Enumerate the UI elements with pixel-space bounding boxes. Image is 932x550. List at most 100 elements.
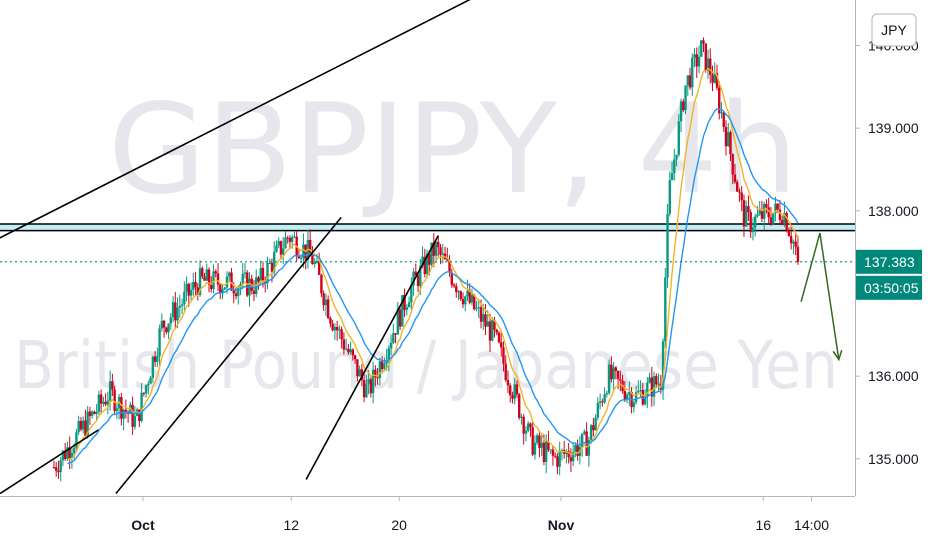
candle-body xyxy=(504,363,507,381)
candle-body xyxy=(771,213,775,224)
candle-body xyxy=(398,309,402,327)
candle-body xyxy=(293,236,296,238)
candle-body xyxy=(774,203,777,214)
candle-body xyxy=(589,425,593,441)
candle-body xyxy=(277,241,280,246)
candle-body xyxy=(340,329,343,340)
currency-badge[interactable]: JPY xyxy=(871,13,917,47)
candle-body xyxy=(198,268,202,296)
candle-body xyxy=(646,382,649,397)
time-tick-label: 16 xyxy=(756,517,772,533)
candle-body xyxy=(778,209,782,220)
candle-body xyxy=(789,236,793,244)
candle-body xyxy=(286,237,289,239)
candle-body xyxy=(697,56,701,67)
time-axis[interactable]: Oct 12 20 Nov 16 14:00 xyxy=(0,496,932,550)
candle-body xyxy=(75,432,78,449)
candle-body xyxy=(682,101,685,111)
candle-body xyxy=(232,290,235,294)
candle-body xyxy=(270,262,274,272)
candle-body xyxy=(243,272,247,274)
candle-body xyxy=(54,467,58,471)
candle-body xyxy=(661,341,665,390)
candle-body xyxy=(767,207,770,218)
candle-body xyxy=(668,180,671,214)
trend-line[interactable] xyxy=(305,235,439,480)
candle-body xyxy=(72,448,76,453)
candle-body xyxy=(502,347,505,364)
candle-body xyxy=(551,449,555,456)
candle-body xyxy=(203,276,206,281)
candle-body xyxy=(160,320,164,329)
candle-body xyxy=(709,58,712,75)
candle-body xyxy=(713,73,716,83)
candle-body xyxy=(655,376,658,385)
candle-body xyxy=(594,417,597,431)
candle-body xyxy=(261,267,265,281)
candle-body xyxy=(387,348,391,361)
last-price-tag[interactable] xyxy=(856,249,922,274)
candle-body xyxy=(180,304,184,306)
candle-body xyxy=(90,411,94,416)
drawing-tools[interactable] xyxy=(0,0,843,495)
candle-body xyxy=(769,217,773,224)
trend-line[interactable] xyxy=(115,216,342,495)
candle-body xyxy=(601,401,604,403)
candle-body xyxy=(297,256,301,259)
candle-body xyxy=(158,328,161,357)
candle-body xyxy=(506,380,510,386)
candle-body xyxy=(688,75,692,88)
candle-body xyxy=(299,257,303,259)
price-axis[interactable]: 140.000139.000138.000136.000135.000137.3… xyxy=(855,0,932,496)
candle-body xyxy=(205,269,208,281)
candle-body xyxy=(140,392,143,421)
candle-body xyxy=(574,445,577,453)
candle-body xyxy=(524,430,528,434)
candle-body xyxy=(374,369,377,378)
candle-body xyxy=(392,333,395,343)
moving-average-fast xyxy=(67,67,799,461)
candle-body xyxy=(371,369,375,394)
candle-body xyxy=(596,402,600,418)
candle-body xyxy=(547,441,550,450)
candle-body xyxy=(529,423,532,428)
countdown-label: 03:50:05 xyxy=(864,280,919,296)
candle-body xyxy=(794,241,797,247)
candle-body xyxy=(515,384,519,395)
candle-body xyxy=(165,327,168,333)
candle-body xyxy=(421,256,424,266)
candle-body xyxy=(115,408,119,412)
candle-body xyxy=(607,364,611,394)
candle-body xyxy=(333,327,337,331)
trend-line[interactable] xyxy=(0,0,510,241)
candle-body xyxy=(544,441,548,462)
candle-body xyxy=(446,259,449,261)
candle-body xyxy=(468,290,471,303)
candle-body xyxy=(59,460,62,473)
candle-body xyxy=(344,348,348,350)
candle-body xyxy=(153,356,157,362)
candle-body xyxy=(776,203,779,210)
trend-line[interactable] xyxy=(0,429,99,495)
candle-body xyxy=(230,272,233,291)
candle-body xyxy=(353,355,357,360)
candle-body xyxy=(466,290,469,297)
candle-body xyxy=(430,242,433,265)
candle-body xyxy=(425,253,429,274)
candle-body xyxy=(637,390,640,393)
candle-body xyxy=(167,323,170,333)
candle-body xyxy=(491,320,494,341)
candle-body xyxy=(482,314,485,322)
candle-body xyxy=(183,291,186,305)
time-tick-label: 14:00 xyxy=(794,517,829,533)
projection-path[interactable] xyxy=(800,232,840,360)
candle-body xyxy=(762,203,766,219)
candle-body xyxy=(423,256,427,274)
candle-body xyxy=(457,291,460,293)
candle-body xyxy=(194,282,197,288)
candle-body xyxy=(648,377,651,383)
moving-averages xyxy=(67,67,799,465)
candle-body xyxy=(576,445,579,457)
candle-body xyxy=(221,289,224,294)
